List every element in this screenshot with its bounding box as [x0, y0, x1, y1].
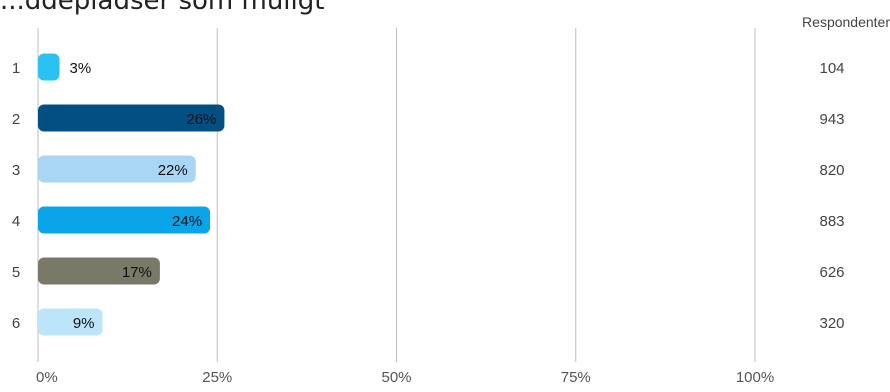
respondents-count: 820 — [819, 162, 844, 179]
x-tick-label: 0% — [36, 369, 58, 386]
bar-3 — [38, 155, 196, 183]
category-label: 5 — [12, 264, 20, 281]
bar-4 — [38, 206, 211, 234]
bar-value-label: 17% — [122, 264, 152, 281]
respondents-count: 626 — [819, 264, 844, 281]
bar-value-label: 24% — [172, 213, 202, 230]
category-label: 4 — [12, 213, 20, 230]
category-label: 2 — [12, 111, 20, 128]
respondents-count: 320 — [819, 315, 844, 332]
bar-value-label: 22% — [158, 162, 188, 179]
x-tick-label: 100% — [736, 369, 774, 386]
bar-1 — [38, 53, 60, 81]
bar-value-label: 9% — [73, 315, 95, 332]
category-label: 6 — [12, 315, 20, 332]
respondents-header: Respondenter — [802, 14, 890, 30]
category-label: 1 — [12, 60, 20, 77]
respondents-count: 883 — [819, 213, 844, 230]
category-label: 3 — [12, 162, 20, 179]
respondents-count: 943 — [819, 111, 844, 128]
x-tick-label: 25% — [202, 369, 232, 386]
bar-value-label: 3% — [70, 60, 92, 77]
bar-6 — [38, 308, 103, 336]
bar-2 — [38, 104, 225, 132]
x-tick-label: 50% — [381, 369, 411, 386]
chart-title: ...ddepladser som muligt — [0, 0, 325, 16]
respondents-count: 104 — [819, 60, 844, 77]
bar-value-label: 26% — [186, 111, 216, 128]
x-tick-label: 75% — [561, 369, 591, 386]
bar-5 — [38, 257, 160, 285]
